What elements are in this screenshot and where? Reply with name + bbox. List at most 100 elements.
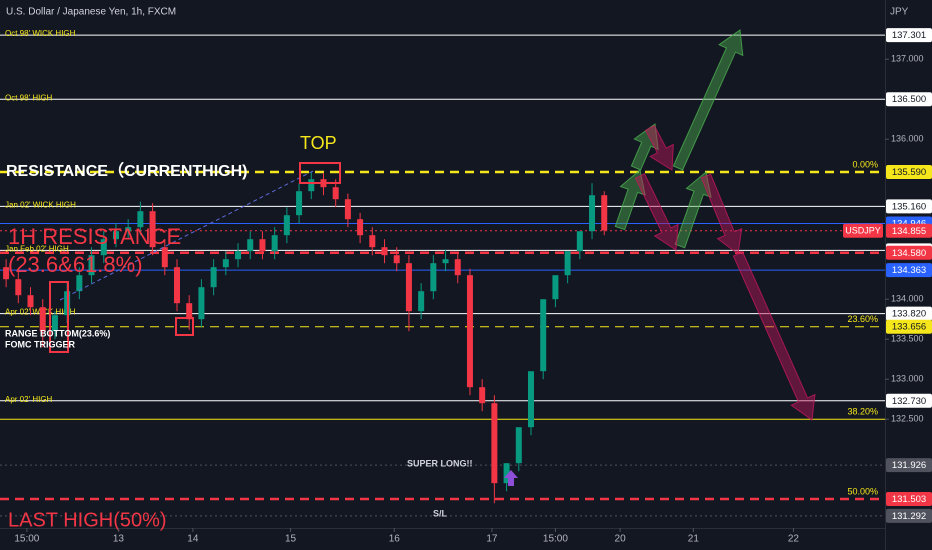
candle-body <box>186 303 193 320</box>
price-box-label: 132.730 <box>892 396 926 407</box>
candle-body <box>88 255 95 276</box>
note-1h-resistance: 1H RESISTANCE <box>8 224 181 249</box>
trend-line <box>59 169 316 301</box>
candle-body <box>393 255 400 264</box>
candle-body <box>125 227 132 232</box>
price-box <box>886 393 932 408</box>
projection-arrow <box>614 169 646 231</box>
candle-body <box>296 191 303 216</box>
candle-body <box>27 295 34 308</box>
candle-body <box>381 247 388 256</box>
candle-body <box>174 267 180 304</box>
price-box-label: 133.820 <box>892 309 926 320</box>
candle-body <box>503 463 510 484</box>
candle-body <box>51 315 58 332</box>
candle-body <box>344 199 351 220</box>
fib-label: 50.00% <box>847 486 878 496</box>
projection-arrow <box>634 173 679 251</box>
candle-body <box>454 259 461 276</box>
candle-body <box>235 251 242 260</box>
price-box <box>886 245 932 260</box>
candle-body <box>198 287 205 320</box>
level-name: Jan 02' WICK HIGH <box>5 201 76 210</box>
price-box <box>886 458 932 473</box>
candle-body <box>369 235 376 248</box>
chart-title: U.S. Dollar / Japanese Yen, 1h, FXCM <box>6 7 176 18</box>
price-box-label: 134.855 <box>892 226 926 237</box>
candle-body <box>247 239 254 252</box>
price-box-label: 131.926 <box>892 460 926 471</box>
level-name: Apr 02' HIGH <box>5 395 53 404</box>
note-1h-resistance: (23.6&61.8%) <box>8 252 143 277</box>
levels: Oct 98' WICK HIGH Oct 98' HIGH 0.00% Jan 02… <box>0 29 885 517</box>
candle-body <box>430 263 437 292</box>
note-range-bottom: RANGE BOTTOM(23.6%) <box>5 328 110 338</box>
candle-body <box>552 275 559 300</box>
candle-body <box>601 195 608 231</box>
note-super-long: SUPER LONG!! <box>407 458 473 468</box>
candle-body <box>3 267 10 280</box>
price-box-label: 135.160 <box>892 201 926 212</box>
price-box-label: 135.590 <box>892 167 926 178</box>
candle-body <box>515 427 522 464</box>
price-box <box>886 199 932 214</box>
x-tick-label: 13 <box>113 534 125 545</box>
level-name: Oct 98' HIGH <box>5 93 53 102</box>
note-fomc: FOMC TRIGGER <box>5 339 75 349</box>
candle-body <box>149 211 156 248</box>
candle-body <box>100 239 107 256</box>
candle-body <box>491 403 498 484</box>
candle-body <box>161 247 168 268</box>
x-tick-label: 16 <box>389 534 401 545</box>
x-tick-label: 20 <box>615 534 627 545</box>
projection-arrow <box>630 123 659 171</box>
price-box-label: 133.656 <box>892 322 926 333</box>
price-box <box>886 491 932 506</box>
candle-body <box>405 263 412 312</box>
candle-body <box>357 219 364 236</box>
projection-arrow <box>672 29 744 171</box>
price-box <box>886 263 932 278</box>
fib-label: 38.20% <box>847 407 878 417</box>
price-box <box>886 165 932 179</box>
x-tick-label: 14 <box>187 534 199 545</box>
y-tick-label: 134.000 <box>891 294 924 304</box>
candle-body <box>39 307 46 332</box>
note-top: TOP <box>300 133 337 153</box>
fib-label: 23.60% <box>847 314 878 324</box>
x-tick-label: 15:00 <box>14 534 39 545</box>
note-resistance: RESISTANCE（CURRENTHIGH) <box>6 162 248 180</box>
purple-arrow <box>504 470 518 486</box>
price-box-label: 136.500 <box>892 94 926 105</box>
candle-body <box>137 211 144 228</box>
price-box <box>886 223 932 238</box>
projection-arrow <box>700 173 743 255</box>
y-tick-label: 132.500 <box>891 414 924 424</box>
candle-body <box>576 231 583 252</box>
candle-body <box>112 231 119 240</box>
candle-body <box>222 259 229 268</box>
projection-arrow <box>732 251 816 421</box>
price-box-label: 137.301 <box>892 30 926 41</box>
fib-label: 0.00% <box>852 159 878 169</box>
candle-body <box>76 275 83 292</box>
x-tick-label: 21 <box>688 534 700 545</box>
x-tick-label: 15:00 <box>543 534 568 545</box>
candle-body <box>271 235 278 252</box>
symbol-label: USDJPY <box>845 226 881 236</box>
symbol-box <box>843 223 883 238</box>
candle-body <box>332 187 339 200</box>
highlight-box <box>175 317 194 336</box>
currency: JPY <box>890 7 909 18</box>
candle-body <box>442 259 449 264</box>
price-box <box>886 508 932 523</box>
candle-body <box>308 179 315 192</box>
x-tick-label: 22 <box>788 534 800 545</box>
x-tick-label: 15 <box>285 534 297 545</box>
highlight-box <box>299 162 341 184</box>
y-tick-label: 137.000 <box>891 54 924 64</box>
price-box <box>886 306 932 321</box>
level-name: Oct 98' WICK HIGH <box>5 29 76 38</box>
